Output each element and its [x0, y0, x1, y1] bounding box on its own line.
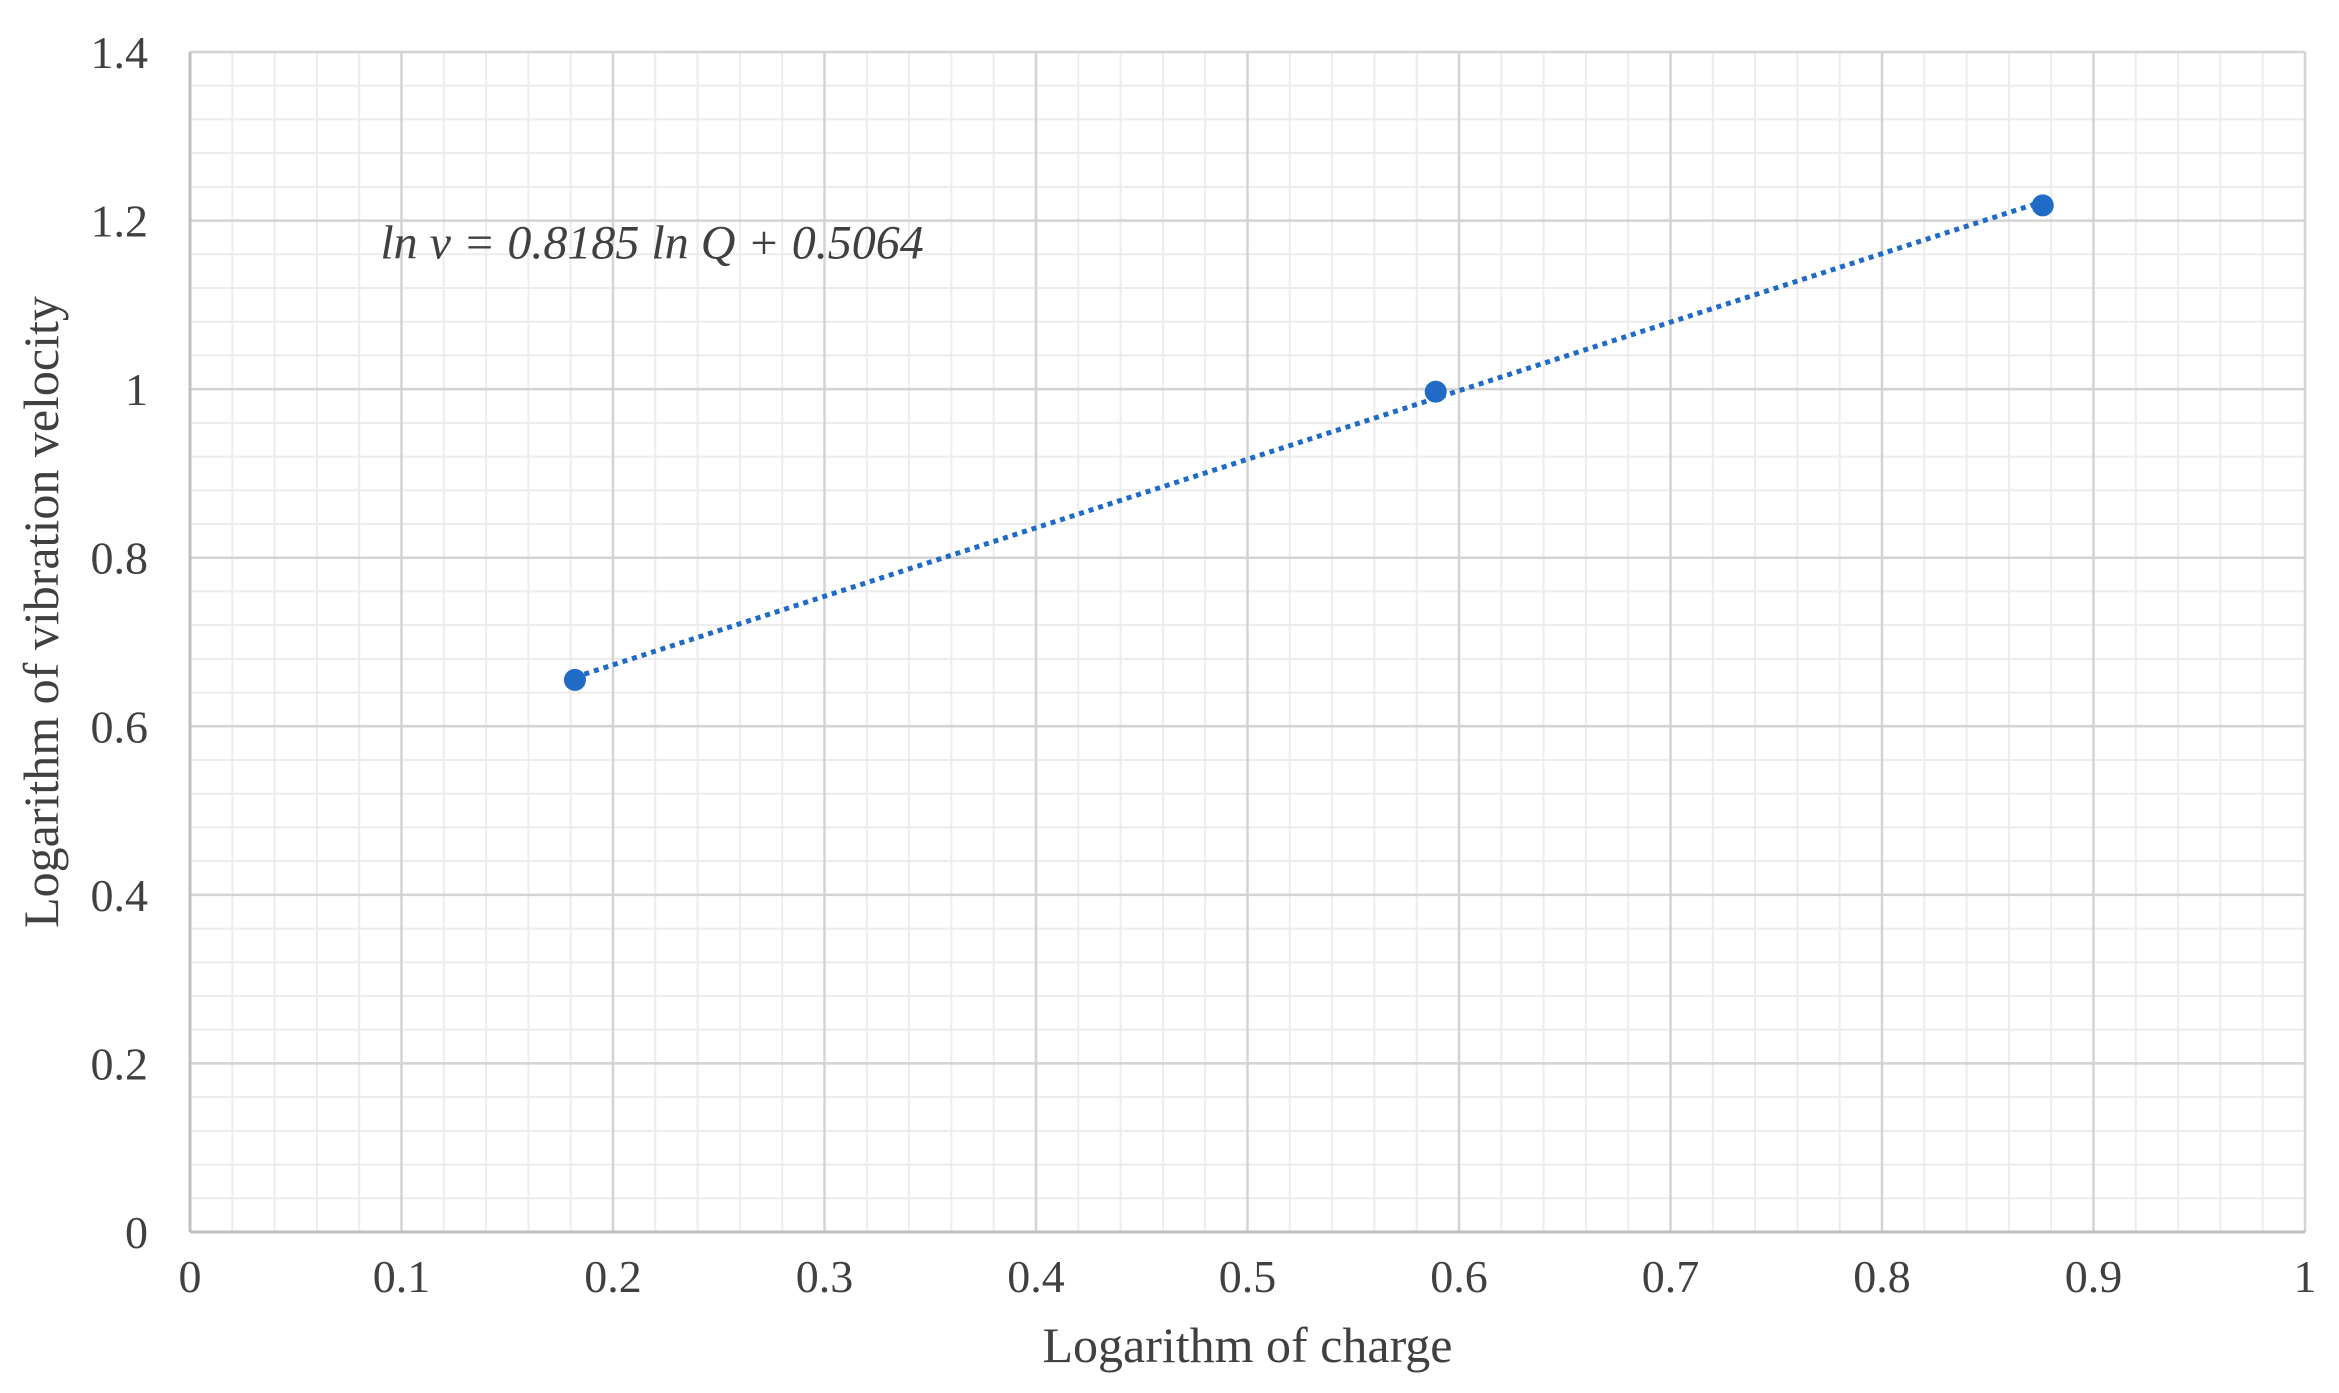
- x-tick-label: 0.8: [1853, 1251, 1911, 1302]
- x-axis-title: Logarithm of charge: [1042, 1317, 1452, 1373]
- trendline-layer: [574, 199, 2044, 680]
- trendline: [574, 199, 2044, 680]
- x-tick-label: 0.2: [584, 1251, 642, 1302]
- x-tick-label: 0.4: [1007, 1251, 1065, 1302]
- y-tick-label: 0.2: [91, 1038, 149, 1089]
- x-tick-label: 1: [2294, 1251, 2317, 1302]
- data-points: [563, 194, 2054, 691]
- y-tick-label: 0: [125, 1207, 148, 1258]
- y-axis-ticks: 0 0.2 0.4 0.6 0.8 1 1.2 1.4: [91, 27, 149, 1258]
- trendline-equation: ln v = 0.8185 ln Q + 0.5064: [380, 217, 923, 270]
- x-tick-label: 0: [179, 1251, 202, 1302]
- y-tick-label: 0.4: [91, 870, 149, 921]
- y-tick-label: 1: [125, 364, 148, 415]
- plot-area: [188, 52, 2305, 1234]
- x-tick-label: 0.9: [2065, 1251, 2123, 1302]
- data-point: [563, 668, 586, 691]
- major-grid: [190, 50, 2307, 1232]
- x-tick-label: 0.7: [1642, 1251, 1700, 1302]
- x-tick-label: 0.1: [373, 1251, 431, 1302]
- x-tick-label: 0.3: [796, 1251, 854, 1302]
- x-axis-ticks: 0 0.1 0.2 0.3 0.4 0.5 0.6 0.7 0.8 0.9 1: [179, 1251, 2317, 1302]
- data-point: [2031, 194, 2054, 217]
- x-tick-label: 0.6: [1430, 1251, 1488, 1302]
- data-point: [1424, 380, 1447, 403]
- y-tick-label: 1.2: [91, 196, 149, 247]
- y-tick-label: 0.6: [91, 701, 149, 752]
- y-tick-label: 0.8: [91, 533, 149, 584]
- y-tick-label: 1.4: [91, 27, 149, 78]
- y-axis-title: Logarithm of vibration velocity: [13, 296, 69, 928]
- x-tick-label: 0.5: [1219, 1251, 1277, 1302]
